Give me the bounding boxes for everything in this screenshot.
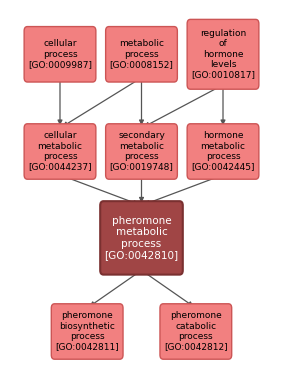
FancyBboxPatch shape <box>187 124 259 179</box>
Text: metabolic
process
[GO:0008152]: metabolic process [GO:0008152] <box>110 39 173 69</box>
Text: cellular
metabolic
process
[GO:0044237]: cellular metabolic process [GO:0044237] <box>28 131 92 172</box>
FancyBboxPatch shape <box>51 304 123 359</box>
Text: regulation
of
hormone
levels
[GO:0010817]: regulation of hormone levels [GO:0010817… <box>191 29 255 80</box>
Text: secondary
metabolic
process
[GO:0019748]: secondary metabolic process [GO:0019748] <box>110 131 173 172</box>
Text: hormone
metabolic
process
[GO:0042445]: hormone metabolic process [GO:0042445] <box>191 131 255 172</box>
FancyBboxPatch shape <box>187 20 259 89</box>
Text: pheromone
metabolic
process
[GO:0042810]: pheromone metabolic process [GO:0042810] <box>104 216 179 260</box>
FancyBboxPatch shape <box>100 201 183 274</box>
FancyBboxPatch shape <box>24 124 96 179</box>
FancyBboxPatch shape <box>106 27 177 82</box>
Text: pheromone
biosynthetic
process
[GO:0042811]: pheromone biosynthetic process [GO:00428… <box>55 311 119 352</box>
Text: cellular
process
[GO:0009987]: cellular process [GO:0009987] <box>28 39 92 69</box>
FancyBboxPatch shape <box>24 27 96 82</box>
Text: pheromone
catabolic
process
[GO:0042812]: pheromone catabolic process [GO:0042812] <box>164 311 228 352</box>
FancyBboxPatch shape <box>106 124 177 179</box>
FancyBboxPatch shape <box>160 304 232 359</box>
